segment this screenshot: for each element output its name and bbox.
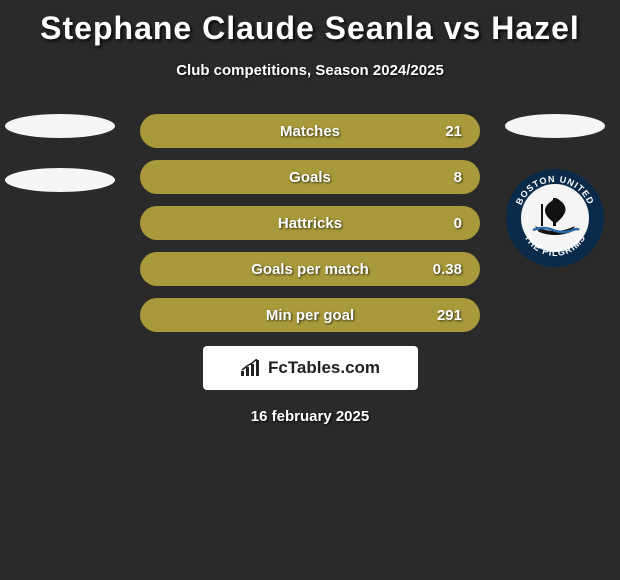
stat-value: 21 — [445, 123, 462, 140]
brand-text: FcTables.com — [268, 358, 380, 378]
content-area: BOSTON UNITED THE PILGRIMS Matches — [0, 114, 620, 425]
stat-label: Matches — [280, 123, 340, 140]
brand-box: FcTables.com — [203, 346, 418, 390]
placeholder-oval — [505, 114, 605, 138]
stat-value: 0.38 — [433, 261, 462, 278]
page-title: Stephane Claude Seanla vs Hazel — [0, 0, 620, 47]
stat-bar: Hattricks 0 — [140, 206, 480, 240]
left-player-placeholder — [5, 114, 115, 222]
club-badge: BOSTON UNITED THE PILGRIMS — [505, 168, 605, 268]
stat-value: 291 — [437, 307, 462, 324]
chart-icon — [240, 359, 262, 377]
placeholder-oval — [5, 114, 115, 138]
stat-value: 0 — [454, 215, 462, 232]
right-player-area: BOSTON UNITED THE PILGRIMS — [500, 114, 610, 268]
stat-label: Goals per match — [251, 261, 369, 278]
stat-value: 8 — [454, 169, 462, 186]
date-text: 16 february 2025 — [0, 408, 620, 425]
subtitle: Club competitions, Season 2024/2025 — [0, 62, 620, 79]
stat-label: Min per goal — [266, 307, 354, 324]
stat-bar: Matches 21 — [140, 114, 480, 148]
stat-bar: Goals 8 — [140, 160, 480, 194]
placeholder-oval — [5, 168, 115, 192]
stat-bar: Goals per match 0.38 — [140, 252, 480, 286]
stat-label: Hattricks — [278, 215, 342, 232]
stat-label: Goals — [289, 169, 331, 186]
stat-bar: Min per goal 291 — [140, 298, 480, 332]
stat-bars: Matches 21 Goals 8 Hattricks 0 Goals per… — [140, 114, 480, 332]
